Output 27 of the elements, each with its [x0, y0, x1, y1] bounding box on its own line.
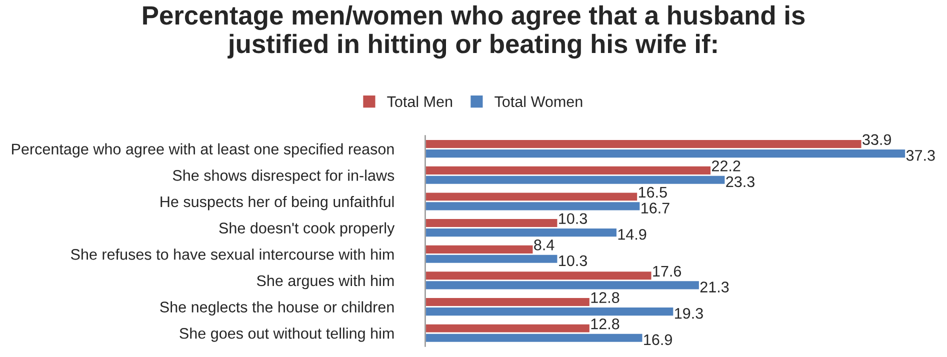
data-label: 21.3: [700, 282, 729, 292]
y-tick-label: Percentage who agree with at least one specified reason: [12, 143, 394, 158]
y-tick-label: She argues with him: [256, 274, 394, 290]
y-tick-label: She refuses to have sexual intercourse with him: [70, 248, 394, 260]
data-label: 8.4: [534, 240, 554, 250]
data-label: 23.3: [726, 176, 754, 188]
data-label: 10.3: [559, 255, 587, 266]
y-tick-label: She goes out without telling him: [180, 328, 394, 342]
data-label: 19.3: [675, 308, 703, 319]
data-label: 22.2: [712, 160, 740, 172]
y-tick-label: She shows disrespect for in-laws: [172, 170, 394, 184]
data-label: 16.9: [644, 334, 672, 346]
data-label: 12.8: [591, 292, 620, 303]
y-tick-label: She neglects the house or children: [160, 301, 394, 316]
data-label: 12.8: [591, 318, 620, 330]
data-label: 16.5: [638, 186, 667, 198]
legend-label: Total Women: [494, 96, 582, 108]
y-tick-label: She doesn't cook properly: [219, 222, 395, 237]
data-label: 16.7: [642, 202, 670, 214]
data-label: 33.9: [862, 134, 891, 146]
y-tick-label: He suspects her of being unfaithful: [160, 196, 394, 210]
data-label: 17.6: [653, 266, 682, 277]
data-label: 10.3: [559, 213, 587, 224]
chart-title: Percentage men/women who agree that a husband is justified in hitting or beating his wife if:: [143, 5, 805, 59]
data-label: 37.3: [906, 150, 935, 161]
data-label: 14.9: [618, 228, 646, 240]
legend-label: Total Men: [387, 96, 452, 108]
